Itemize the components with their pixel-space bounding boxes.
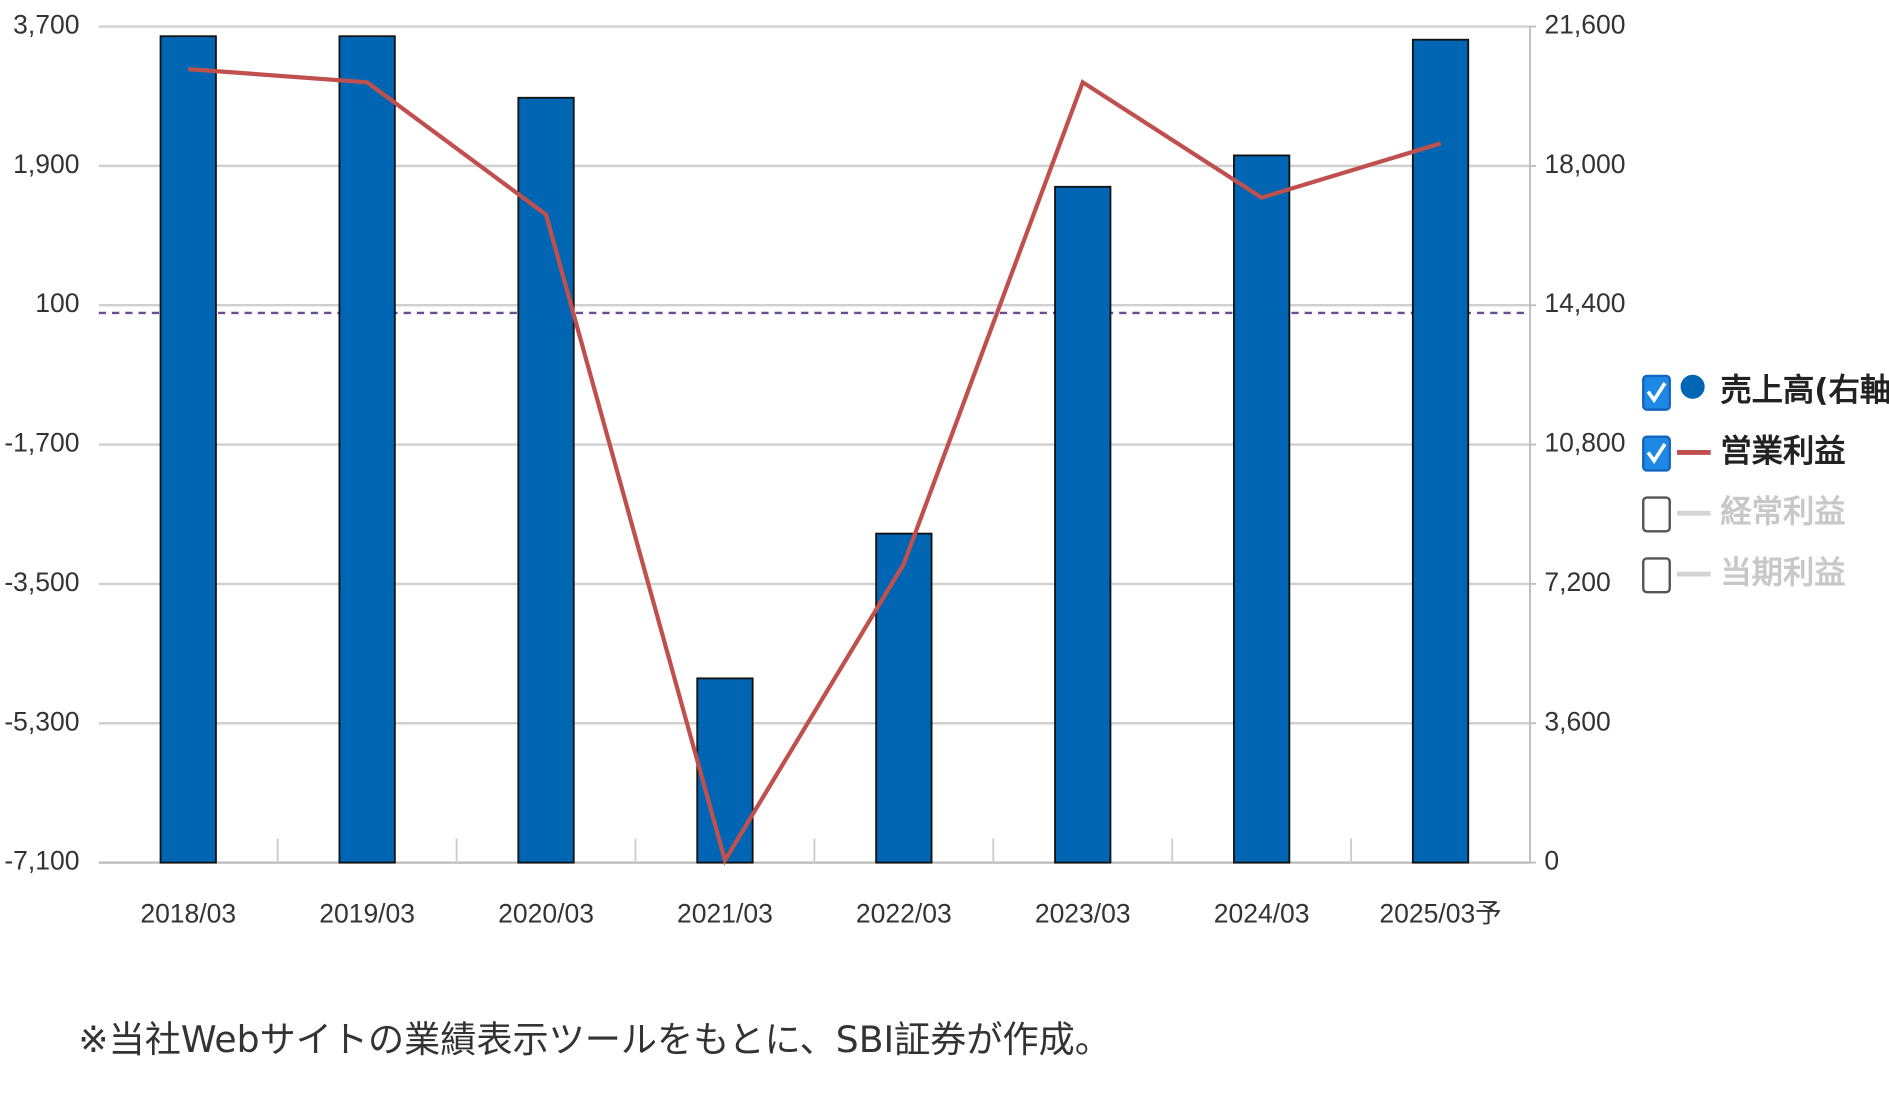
legend-checkbox[interactable]	[1642, 496, 1671, 533]
bar	[875, 532, 933, 864]
y2-tick-label: 7,200	[1544, 567, 1610, 597]
bar	[696, 677, 754, 864]
x-tick-label: 2023/03	[1035, 899, 1131, 929]
y-tick-label: -7,100	[4, 846, 79, 876]
legend-label[interactable]: 売上高(右軸)	[1720, 373, 1889, 409]
y2-tick-label: 18,000	[1544, 149, 1625, 179]
x-tick-label: 2025/03予	[1379, 899, 1501, 929]
y-tick-label: -5,300	[4, 706, 79, 736]
bar	[159, 35, 217, 864]
x-tick-label: 2022/03	[856, 899, 952, 929]
check-mark	[1646, 382, 1667, 404]
y-tick-label: -3,500	[4, 567, 79, 597]
x-tick-label: 2024/03	[1214, 899, 1310, 929]
footnote: ※当社Webサイトの業績表示ツールをもとに、SBI証券が作成。	[78, 1018, 1111, 1061]
line	[188, 67, 1442, 866]
y-tick-label: 100	[35, 288, 79, 318]
x-tick-label: 2020/03	[498, 899, 594, 929]
y2-tick-label: 0	[1544, 846, 1559, 876]
y2-tick-label: 21,600	[1544, 10, 1625, 40]
bar	[517, 96, 575, 864]
y2-tick-label: 14,400	[1544, 288, 1625, 318]
legend-label[interactable]: 経常利益	[1720, 494, 1845, 530]
check-mark	[1646, 442, 1667, 465]
y-tick-label: 1,900	[13, 149, 79, 179]
legend-label[interactable]: 営業利益	[1720, 433, 1845, 469]
y-tick-label: 3,700	[13, 10, 79, 40]
y2-tick-label: 10,800	[1544, 428, 1625, 458]
bar	[338, 35, 396, 864]
legend-symbol	[1680, 374, 1705, 399]
bar	[1054, 185, 1112, 864]
y2-tick-label: 3,600	[1544, 706, 1610, 736]
x-tick-label: 2018/03	[140, 899, 236, 929]
legend-checkbox[interactable]	[1642, 557, 1671, 594]
bar	[1233, 154, 1291, 864]
x-tick-label: 2019/03	[319, 899, 415, 929]
x-tick-label: 2021/03	[677, 899, 773, 929]
bar	[1411, 38, 1470, 864]
legend-label[interactable]: 当期利益	[1720, 555, 1845, 591]
y-tick-label: -1,700	[4, 428, 79, 458]
